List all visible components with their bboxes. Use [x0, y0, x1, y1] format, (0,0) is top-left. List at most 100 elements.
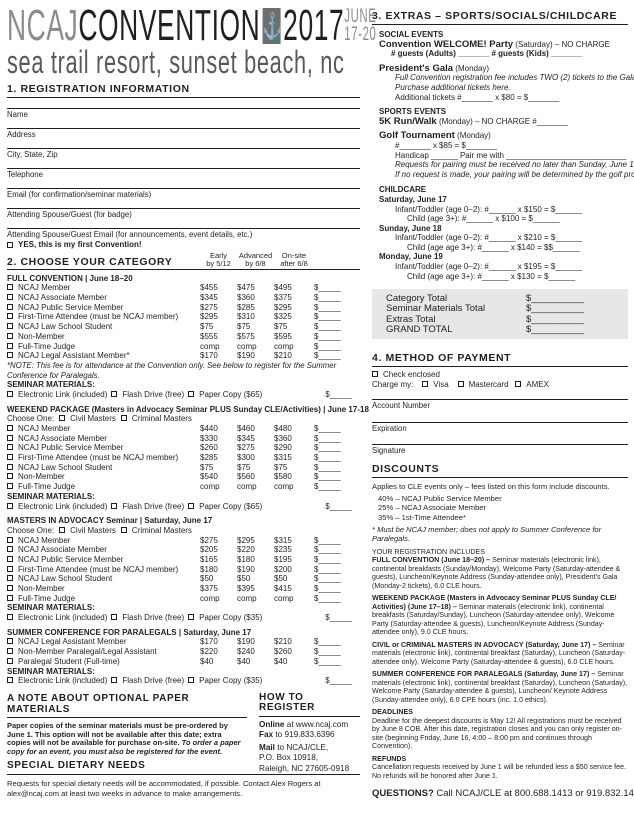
amount-blank[interactable]: $_____ [314, 424, 341, 434]
check-enclosed-option[interactable]: Check enclosed [372, 370, 628, 380]
electronic-link-option[interactable]: Electronic Link (included) [7, 390, 107, 400]
registration-field[interactable]: Address [7, 128, 360, 148]
amount-blank[interactable]: $_____ [314, 302, 341, 312]
civil-masters-option[interactable]: Civil Masters [59, 414, 116, 424]
checkbox[interactable] [188, 677, 195, 684]
electronic-link-option[interactable]: Electronic Link (included) [7, 502, 107, 512]
amount-blank[interactable]: $_____ [314, 545, 341, 555]
amount-blank[interactable]: $_____ [314, 482, 341, 492]
amount-blank[interactable]: $_____ [314, 453, 341, 463]
checkbox[interactable] [7, 565, 13, 572]
category-option[interactable]: NCAJ Legal Assistant Member* [7, 351, 200, 361]
electronic-link-option[interactable]: Electronic Link (included) [7, 676, 107, 686]
checkbox[interactable] [188, 390, 195, 397]
price-row[interactable]: First-Time Attendee (must be NCAJ member… [7, 453, 360, 463]
checkbox[interactable] [7, 332, 13, 339]
amount-blank[interactable]: $_____ [325, 501, 352, 511]
checkbox[interactable] [188, 502, 195, 509]
childcare-input-line[interactable]: Child (age age 3+): #______ x $140 = $$_… [407, 242, 580, 252]
checkbox[interactable] [7, 294, 13, 301]
payment-field[interactable]: Account Number [372, 399, 628, 422]
gala-tickets-input[interactable]: Additional tickets #_______ x $80 = $___… [395, 92, 560, 102]
price-row[interactable]: NCAJ Legal Assistant Member* $170 $190 $210… [7, 351, 360, 361]
category-option[interactable]: NCAJ Law School Student [7, 322, 200, 332]
amount-blank[interactable]: $_____ [314, 312, 341, 322]
registration-field[interactable]: Telephone [7, 168, 360, 188]
checkbox[interactable] [59, 415, 66, 422]
registration-field[interactable]: Name [7, 108, 360, 128]
amount-blank[interactable]: $_____ [325, 613, 352, 623]
checkbox[interactable] [7, 575, 13, 582]
category-option[interactable]: First-Time Attendee (must be NCAJ member… [7, 312, 200, 322]
amount-blank[interactable]: $_____ [314, 535, 341, 545]
guests-input-line[interactable]: # guests (Adults) _______ # guests (Kids… [391, 49, 583, 59]
checkbox[interactable] [7, 425, 13, 432]
checkbox[interactable] [7, 473, 13, 480]
paper-copy-option[interactable]: Paper Copy ($35) [188, 676, 325, 686]
checkbox[interactable] [7, 463, 13, 470]
checkbox[interactable] [7, 313, 13, 320]
criminal-masters-option[interactable]: Criminal Masters [120, 414, 192, 424]
category-option[interactable]: Full-Time Judge [7, 594, 200, 604]
price-row[interactable]: First-Time Attendee (must be NCAJ member… [7, 312, 360, 322]
flash-drive-option[interactable]: Flash Drive (free) [111, 676, 184, 686]
checkbox[interactable] [7, 454, 13, 461]
run-walk-input[interactable]: (Monday) – NO CHARGE #_______ [436, 116, 568, 126]
amount-blank[interactable]: $_____ [314, 331, 341, 341]
price-row[interactable]: NCAJ Member $440 $460 $480 $_____ [7, 424, 360, 434]
price-row[interactable]: NCAJ Public Service Member $260 $275 $290 $_… [7, 443, 360, 453]
amount-blank[interactable]: $_____ [314, 593, 341, 603]
price-row[interactable]: Non-Member Paralegal/Legal Assistant $220… [7, 647, 360, 657]
amount-blank[interactable]: $_____ [314, 283, 341, 293]
payment-field[interactable]: Signature [372, 444, 628, 467]
amount-blank[interactable]: $_____ [314, 443, 341, 453]
flash-drive-option[interactable]: Flash Drive (free) [111, 502, 184, 512]
mastercard-checkbox[interactable] [457, 380, 464, 387]
price-row[interactable]: NCAJ Associate Member $205 $220 $235 $_____ [7, 545, 360, 555]
amount-blank[interactable]: $_____ [314, 341, 341, 351]
total-blank[interactable]: $__________ [526, 303, 585, 315]
category-option[interactable]: Non-Member [7, 332, 200, 342]
criminal-masters-option[interactable]: Criminal Masters [120, 526, 192, 536]
category-option[interactable]: NCAJ Member [7, 283, 200, 293]
amount-blank[interactable]: $_____ [314, 637, 341, 647]
price-row[interactable]: Full-Time Judge comp comp comp $_____ [7, 342, 360, 352]
paper-copy-option[interactable]: Paper Copy ($65) [188, 502, 325, 512]
category-option[interactable]: NCAJ Law School Student [7, 463, 200, 473]
category-option[interactable]: Non-Member [7, 584, 200, 594]
golf-handicap-input[interactable]: Handicap ______ Pair me with ___________… [395, 150, 627, 160]
category-option[interactable]: NCAJ Member [7, 536, 200, 546]
category-option[interactable]: Full-Time Judge [7, 342, 200, 352]
price-row[interactable]: Full-Time Judge comp comp comp $_____ [7, 594, 360, 604]
checkbox[interactable] [372, 371, 378, 378]
category-option[interactable]: NCAJ Associate Member [7, 293, 200, 303]
checkbox[interactable] [59, 526, 66, 533]
checkbox[interactable] [111, 390, 118, 397]
childcare-input-line[interactable]: Infant/Toddler (age 0–2): #______ x $210… [395, 233, 583, 243]
price-row[interactable]: NCAJ Public Service Member $275 $285 $295 $_… [7, 303, 360, 313]
price-row[interactable]: NCAJ Associate Member $330 $345 $360 $_____ [7, 434, 360, 444]
checkbox[interactable] [7, 502, 13, 509]
price-row[interactable]: NCAJ Law School Student $75 $75 $75 $_____ [7, 322, 360, 332]
paper-copy-option[interactable]: Paper Copy ($35) [188, 613, 325, 623]
paper-copy-option[interactable]: Paper Copy ($65) [188, 390, 325, 400]
checkbox[interactable] [111, 677, 118, 684]
category-option[interactable]: Paralegal Student (Full-time) [7, 657, 200, 667]
amount-blank[interactable]: $_____ [314, 656, 341, 666]
amount-blank[interactable]: $_____ [314, 584, 341, 594]
visa-checkbox[interactable] [422, 380, 429, 387]
price-row[interactable]: NCAJ Member $275 $295 $315 $_____ [7, 536, 360, 546]
total-blank[interactable]: $__________ [526, 313, 585, 325]
registration-field[interactable]: Email (for confirmation/seminar material… [7, 188, 360, 208]
checkbox[interactable] [7, 352, 13, 359]
checkbox[interactable] [7, 638, 13, 645]
checkbox[interactable] [188, 614, 195, 621]
checkbox[interactable] [7, 390, 13, 397]
amount-blank[interactable]: $_____ [314, 293, 341, 303]
checkbox[interactable] [7, 434, 13, 441]
registration-field[interactable]: City, State, Zip [7, 148, 360, 168]
flash-drive-option[interactable]: Flash Drive (free) [111, 390, 184, 400]
checkbox[interactable] [7, 483, 13, 490]
amount-blank[interactable]: $_____ [314, 472, 341, 482]
checkbox[interactable] [7, 342, 13, 349]
